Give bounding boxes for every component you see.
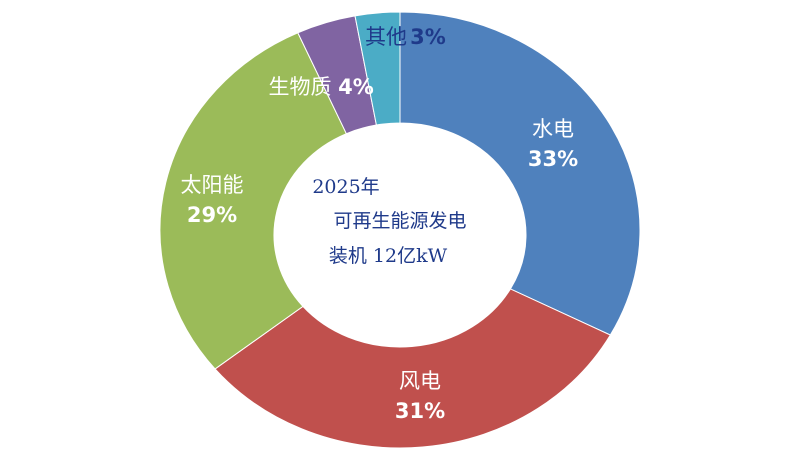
value-label: 33% [528,147,578,171]
center-text: 2025年 [312,176,379,198]
center-text: 可再生能源发电 [333,210,466,232]
value-label: 3% [410,25,446,49]
center-text: 装机 12亿kW [329,245,448,267]
value-label: 4% [338,75,374,99]
value-label: 31% [395,399,445,423]
slice [354,11,401,126]
category-label: 生物质 [269,75,332,99]
category-label: 风电 [399,369,441,393]
labels: 水电 33% 风电 31% 太阳能 29% 生物质 4% 其他 3% [181,25,579,423]
slice [214,288,612,449]
slice [399,11,641,336]
value-label: 29% [187,203,237,227]
category-label: 水电 [532,117,574,141]
category-label: 其他 [365,25,407,49]
slices [159,11,641,449]
category-label: 太阳能 [181,173,244,197]
slice [159,32,348,370]
